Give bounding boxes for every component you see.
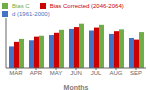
svg-text:JUN: JUN	[70, 70, 82, 76]
svg-text:AUG: AUG	[109, 70, 122, 76]
svg-text:MAR: MAR	[9, 70, 23, 76]
svg-text:SEP: SEP	[130, 70, 142, 76]
html-text:d (1961-2000): d (1961-2000)	[12, 11, 50, 17]
svg-text:Months: Months	[64, 84, 89, 90]
svg-text:JUL: JUL	[91, 70, 102, 76]
html-text:Bias Corrected (2046-2064): Bias Corrected (2046-2064)	[49, 3, 124, 9]
svg-text:APR: APR	[30, 70, 43, 76]
html-text:Bias C: Bias C	[12, 3, 30, 9]
svg-text:MAY: MAY	[50, 70, 63, 76]
